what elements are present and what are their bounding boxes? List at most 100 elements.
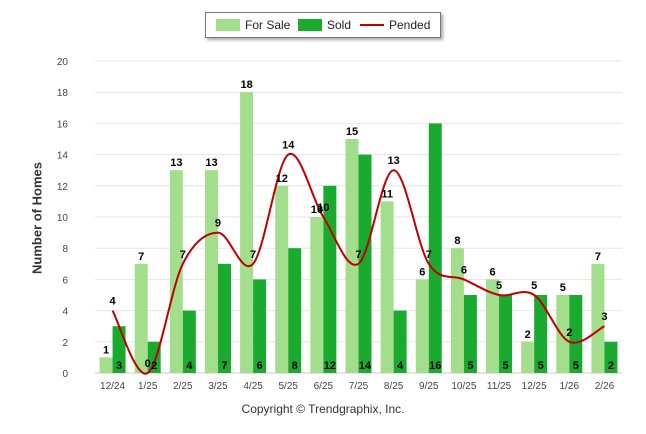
x-tick-label: 9/25 [419,381,439,392]
bar-for-sale [310,217,324,373]
data-label-pended: 9 [215,218,221,230]
data-label-pended: 4 [110,296,117,308]
bar-sold [253,279,267,373]
data-label-sold: 7 [221,360,227,372]
bar-for-sale [99,357,113,373]
bars [99,92,618,374]
bar-for-sale [240,92,254,373]
data-label-for-sale: 5 [560,282,566,294]
legend-item-pended[interactable]: Pended [360,18,430,32]
x-tick-label: 10/25 [451,381,476,392]
x-tick-label: 4/25 [243,381,263,392]
x-tick-label: 5/25 [278,381,298,392]
data-label-for-sale: 10 [311,204,323,216]
x-tick-label: 6/25 [314,381,334,392]
data-labels: 1372134137186128101215141146168565255572… [103,79,614,372]
data-label-for-sale: 15 [346,126,358,138]
data-label-for-sale: 13 [170,157,182,169]
bar-for-sale [275,185,289,373]
bar-for-sale [415,279,429,373]
data-label-sold: 5 [538,360,544,372]
data-label-sold: 12 [324,360,336,372]
x-tick-label: 3/25 [208,381,228,392]
bar-sold [358,154,372,373]
bar-for-sale [380,201,394,373]
y-tick-label: 12 [57,182,69,193]
y-tick-label: 20 [57,57,69,68]
bar-sold [499,295,513,373]
y-tick-label: 0 [62,369,68,380]
bar-for-sale [521,341,535,373]
legend-label-for-sale: For Sale [245,18,291,32]
data-label-sold: 2 [151,360,157,372]
data-label-sold: 8 [292,360,298,372]
bar-sold [428,123,442,374]
data-label-sold: 5 [502,360,508,372]
legend-swatch-sold [298,19,322,31]
bar-for-sale [591,263,605,373]
data-label-pended: 7 [355,249,361,261]
x-tick-label: 2/25 [173,381,193,392]
bar-sold [112,326,126,373]
data-label-pended: 13 [388,155,400,167]
data-label-pended: 5 [496,280,502,292]
data-label-for-sale: 2 [525,329,531,341]
data-label-pended: 7 [250,249,256,261]
bar-sold [569,295,583,373]
bar-sold [534,295,548,373]
legend-item-for-sale[interactable]: For Sale [216,18,290,32]
data-label-pended: 6 [461,264,467,276]
x-tick-label: 7/25 [349,381,369,392]
pended-series-line [111,152,605,375]
x-tick-label: 2/26 [595,381,615,392]
y-tick-label: 18 [57,88,69,99]
legend-swatch-pended [360,24,384,26]
bar-for-sale [556,295,570,373]
bar-sold [323,185,337,373]
y-axis-title: Number of Homes [29,162,45,274]
y-tick-label: 6 [62,275,68,286]
y-tick-label: 16 [57,119,69,130]
y-tick-label: 8 [62,244,68,255]
bar-sold [288,248,302,373]
legend: For Sale Sold Pended [205,12,441,38]
pended-line [111,152,605,375]
data-label-for-sale: 18 [240,79,252,91]
data-label-for-sale: 12 [276,173,288,185]
bar-for-sale [134,263,148,373]
x-tick-label: 12/25 [522,381,547,392]
legend-swatch-for-sale [216,19,240,31]
data-label-for-sale: 11 [381,188,393,200]
y-tick-label: 4 [62,307,68,318]
data-label-sold: 5 [573,360,579,372]
data-label-sold: 14 [359,360,372,372]
bar-for-sale [204,170,218,373]
bar-sold [393,310,407,373]
bar-sold [463,295,477,373]
bar-for-sale [169,170,183,373]
x-axis: 12/24 1/25 2/25 3/25 4/25 5/25 6/25 7/25 8/25 9/2… [100,381,615,392]
data-label-pended: 3 [601,311,607,323]
data-label-for-sale: 13 [205,157,217,169]
bar-for-sale [486,279,500,373]
bar-sold [217,263,231,373]
bar-sold [182,310,196,373]
data-label-for-sale: 6 [419,266,425,278]
x-tick-label: 8/25 [384,381,404,392]
data-label-sold: 5 [467,360,473,372]
legend-label-sold: Sold [327,18,352,32]
data-label-sold: 4 [186,360,193,372]
bar-for-sale [450,248,464,373]
data-label-sold: 16 [429,360,441,372]
data-label-for-sale: 6 [489,266,495,278]
data-label-sold: 6 [257,360,263,372]
x-tick-label: 11/25 [487,381,512,392]
data-label-pended: 2 [566,327,572,339]
data-label-pended: 10 [317,202,329,214]
legend-item-sold[interactable]: Sold [298,18,351,32]
data-label-for-sale: 8 [454,235,460,247]
data-label-for-sale: 1 [103,344,109,356]
legend-label-pended: Pended [389,18,431,32]
y-axis-ticks: 0 2 4 6 8 10 12 14 16 18 20 [57,57,69,380]
